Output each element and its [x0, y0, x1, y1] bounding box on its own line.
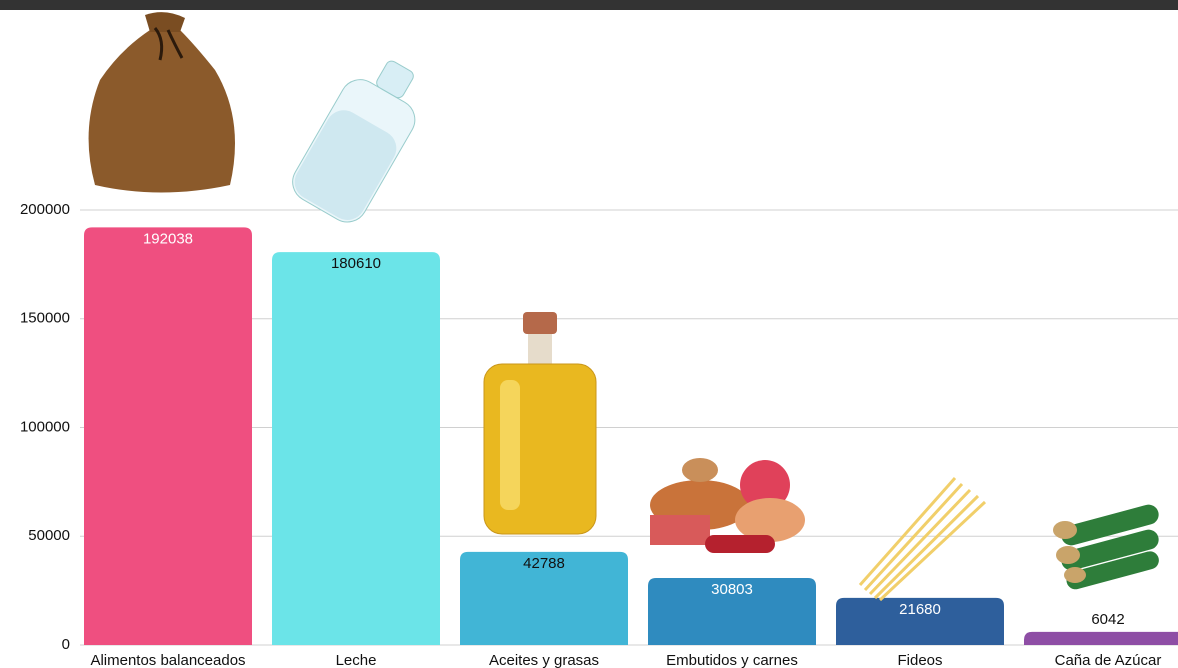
x-tick-label: Leche — [336, 652, 377, 668]
bar — [1024, 631, 1178, 645]
oil-icon — [483, 312, 597, 535]
sack-icon — [88, 12, 235, 193]
top-bar — [0, 0, 1178, 10]
illustrations — [88, 12, 1159, 602]
value-label: 42788 — [523, 555, 565, 572]
bar — [648, 578, 816, 645]
pasta-icon — [858, 477, 987, 602]
bar — [84, 227, 252, 645]
value-label: 192038 — [143, 230, 193, 247]
y-tick-label: 50000 — [28, 527, 70, 544]
meat-icon — [650, 458, 805, 553]
y-tick-label: 200000 — [20, 201, 70, 218]
y-tick-label: 150000 — [20, 310, 70, 327]
x-tick-label: Alimentos balanceados — [90, 652, 245, 668]
value-label: 30803 — [711, 581, 753, 598]
x-tick-label: Embutidos y carnes — [666, 652, 798, 668]
value-label: 180610 — [331, 255, 381, 272]
bar — [460, 551, 628, 645]
value-label: 6042 — [1091, 611, 1124, 628]
value-label: 21680 — [899, 601, 941, 618]
cane-icon — [1053, 504, 1159, 590]
y-tick-label: 100000 — [20, 418, 70, 435]
x-tick-label: Caña de Azúcar — [1055, 652, 1162, 668]
milk-icon — [292, 60, 416, 223]
x-tick-label: Fideos — [897, 652, 942, 668]
bar — [272, 252, 440, 645]
x-tick-label: Aceites y grasas — [489, 652, 599, 668]
bar — [836, 597, 1004, 645]
y-tick-label: 0 — [62, 636, 70, 653]
